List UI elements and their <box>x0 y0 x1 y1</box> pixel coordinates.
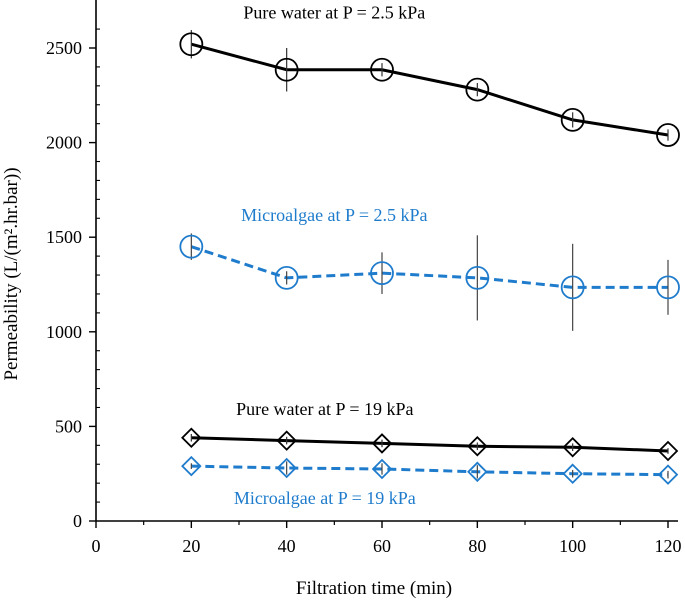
series-line <box>191 464 669 477</box>
data-point <box>274 265 299 290</box>
series-layer <box>179 30 680 485</box>
data-point <box>465 77 490 102</box>
series-annotation-1: Pure water at P = 2.5 kPa <box>243 3 425 23</box>
series-3 <box>181 427 679 462</box>
data-point <box>465 265 490 290</box>
series-1 <box>179 30 680 147</box>
data-point <box>181 455 202 477</box>
x-tick-label: 80 <box>468 536 486 556</box>
data-point <box>179 32 204 57</box>
series-line <box>191 436 669 453</box>
series-4 <box>181 455 679 485</box>
data-point <box>656 123 680 147</box>
y-tick-label: 1500 <box>46 227 82 247</box>
data-point <box>276 457 297 479</box>
y-tick-label: 0 <box>73 511 82 531</box>
y-axis-title: Permeability (L/(m².hr.bar)) <box>1 167 22 380</box>
y-tick-label: 1000 <box>46 322 82 342</box>
x-tick-label: 60 <box>373 536 391 556</box>
x-axis-title: Filtration time (min) <box>296 578 452 599</box>
y-tick-label: 2000 <box>46 133 82 153</box>
data-point <box>656 275 680 300</box>
data-point <box>562 463 583 484</box>
data-point <box>274 57 299 82</box>
data-point <box>371 458 393 480</box>
data-point <box>560 275 585 300</box>
y-tick-label: 2500 <box>46 38 82 58</box>
x-tick-label: 0 <box>92 536 101 556</box>
series-line <box>190 245 668 289</box>
data-point <box>370 57 394 82</box>
series-annotation-3: Pure water at P = 19 kPa <box>236 399 413 419</box>
x-tick-label: 20 <box>182 536 200 556</box>
series-annotation-2: Microalgae at P = 2.5 kPa <box>241 205 427 225</box>
data-point <box>467 435 488 457</box>
series-2 <box>179 233 680 331</box>
series-line <box>190 42 669 137</box>
data-point <box>560 107 585 132</box>
axes <box>95 0 678 522</box>
data-point <box>467 461 488 483</box>
ticks: 0 20 40 60 80 100 120 0 500 1000 1500 2000 2500 <box>46 28 682 556</box>
data-point <box>370 261 394 286</box>
data-point <box>181 427 202 449</box>
data-point <box>276 430 297 451</box>
x-tick-label: 40 <box>278 536 296 556</box>
data-point <box>371 433 393 454</box>
x-tick-label: 120 <box>655 536 682 556</box>
data-point <box>657 440 679 462</box>
annotations: Pure water at P = 2.5 kPa Microalgae at P… <box>234 3 428 508</box>
data-point <box>562 436 583 458</box>
series-annotation-4: Microalgae at P = 19 kPa <box>234 488 416 508</box>
data-point <box>657 464 679 485</box>
data-point <box>179 234 204 259</box>
x-tick-label: 100 <box>559 536 586 556</box>
y-tick-label: 500 <box>55 416 82 436</box>
